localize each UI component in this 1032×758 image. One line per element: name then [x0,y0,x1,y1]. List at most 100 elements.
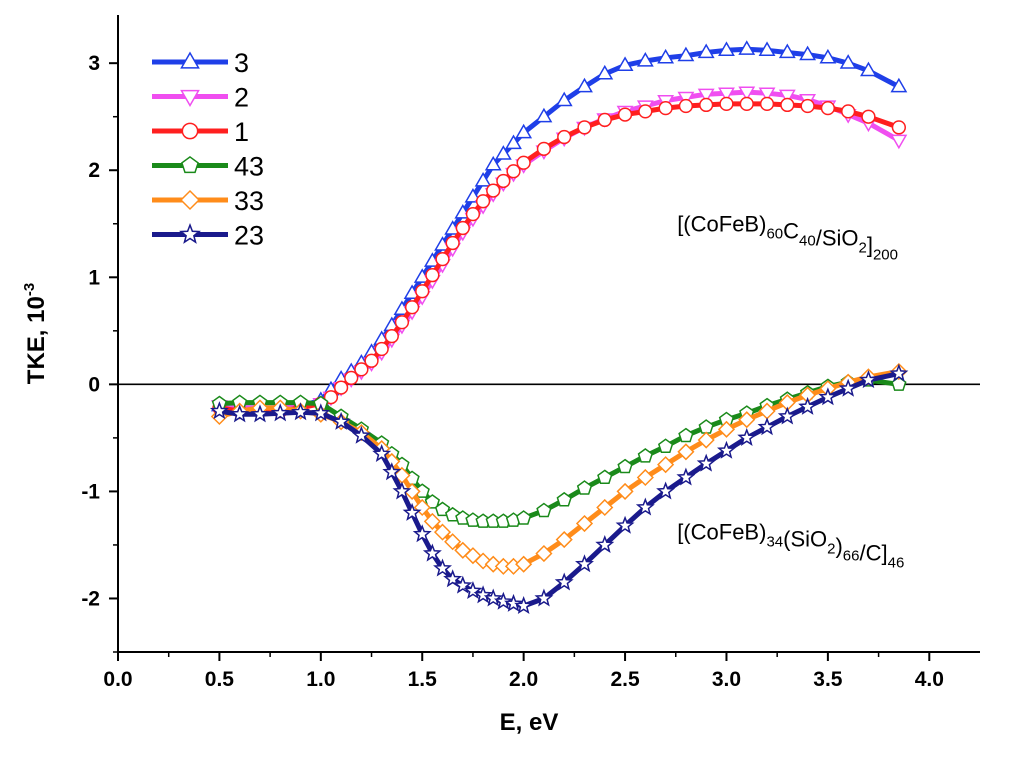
data-point [697,88,715,104]
x-tick-label: 3.0 [712,668,741,691]
data-point [716,440,736,459]
data-point [372,443,392,462]
legend-label: 2 [234,83,249,113]
data-point [890,77,908,93]
annotation-text: ) [835,534,842,559]
data-point [719,96,734,111]
data-point [678,427,694,443]
y-axis-title-exponent: -3 [21,283,38,296]
series-23 [209,363,909,615]
data-point [180,156,200,174]
y-tick-label: 3 [88,52,100,75]
data-point [820,101,836,116]
data-point [412,524,432,543]
data-point [515,123,533,139]
data-point [415,284,430,299]
data-point [425,268,440,283]
data-point [861,109,876,124]
data-point [577,120,592,135]
annotation-subscript: 66 [843,548,860,565]
legend-item-3: 3 [152,48,249,78]
x-tick-label: 0.0 [103,668,132,691]
x-tick-label: 1.0 [306,668,335,691]
data-point [555,91,573,107]
data-point [364,353,379,368]
data-point [758,41,776,56]
annotations: [(CoFeB)60C40/SiO2]200[(CoFeB)34(SiO2)66… [677,211,904,571]
annotation-text: [(CoFeB) [677,520,766,545]
y-tick-label: -1 [81,480,100,503]
legend: 3 2 1 43 33 23 [152,48,264,251]
annotation-subscript: 46 [888,555,905,572]
data-point [841,104,856,119]
data-point [423,512,441,530]
legend-label: 43 [234,152,264,182]
data-point [181,122,199,140]
data-point [514,596,534,615]
data-point [230,404,250,423]
data-point [798,396,818,415]
data-point [483,588,503,607]
data-point [354,362,369,377]
data-point [697,431,715,449]
annotation-text: /SiO [816,225,859,250]
data-point [484,155,502,171]
data-point [493,591,513,610]
data-point [455,510,471,525]
data-point [557,129,572,145]
legend-label: 33 [234,186,264,216]
data-point [738,40,756,55]
data-point [738,411,756,429]
data-point [555,531,573,549]
data-point [677,91,695,107]
data-point [453,575,473,594]
data-point [515,510,532,525]
legend-item-23: 23 [152,221,264,251]
x-tick-label: 4.0 [915,668,944,691]
data-point [556,491,572,507]
annotation-text: [(CoFeB) [677,211,766,236]
annotation-subscript: 34 [766,534,783,551]
data-point [536,502,552,518]
legend-label: 1 [234,117,249,147]
series-layer [209,40,909,615]
legend-label: 3 [234,48,249,78]
y-tick-label: 0 [88,373,100,396]
data-point [291,402,311,421]
x-tick-label: 3.5 [813,668,843,691]
data-point [474,171,492,187]
y-tick-label: 2 [88,159,100,182]
data-point [444,533,462,551]
annotation-1: [(CoFeB)60C40/SiO2]200 [677,211,898,263]
data-point [800,98,815,114]
data-point [516,155,531,170]
legend-item-43: 43 [152,152,264,182]
data-point [739,96,754,111]
data-point [536,141,552,156]
data-point [433,523,452,541]
y-axis-title-main: TKE, 10 [23,296,50,384]
data-point [433,558,452,577]
x-tick-label: 2.5 [610,668,640,691]
data-point [638,104,653,119]
data-point [677,443,695,461]
data-point [676,467,696,486]
data-point [635,497,655,516]
data-point [535,544,553,563]
data-point [250,404,270,423]
data-point [535,107,553,123]
data-point [615,515,635,534]
x-tick-label: 2.0 [509,668,538,691]
data-point [698,419,714,434]
data-point [839,54,857,69]
annotation-subscript: 2 [827,541,835,558]
y-axis-title: TKE, 10-3 [21,283,50,384]
data-point [819,48,837,64]
data-point [180,51,200,69]
x-axis-title: E, eV [500,709,559,736]
data-point [658,101,673,116]
data-point [506,164,521,179]
annotation-text: ] [867,232,873,257]
data-point [424,494,441,509]
